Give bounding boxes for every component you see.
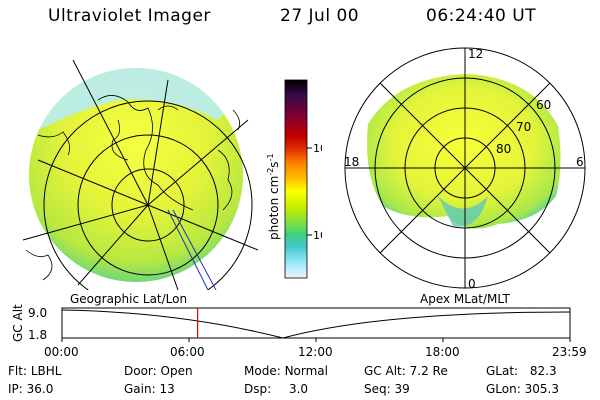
filter-info: Flt: LBHL [8, 364, 62, 378]
mlat-grid [344, 47, 586, 289]
timeline-ytick-top: 9.0 [28, 306, 47, 320]
dsp-value: 3.0 [288, 382, 309, 396]
coastlines [25, 95, 241, 281]
mode-value: Normal [284, 364, 328, 378]
altitude-timeline: GC Alt 9.0 1.8 00:00 06:00 12:00 18:00 2… [11, 304, 587, 359]
timeline-xtick-1800: 18:00 [425, 345, 460, 359]
aurora-image-disk [29, 68, 243, 282]
magnetic-polar-plot: 12 18 6 0 60 70 80 [344, 47, 586, 290]
timeline-xtick-0000: 00:00 [44, 345, 79, 359]
mlat-label-70: 70 [516, 120, 531, 134]
instrument-title: Ultraviolet Imager [48, 6, 211, 26]
glon-info: GLon: 305.3 [486, 382, 559, 396]
lat-lon-grid [22, 59, 259, 290]
ip-info: IP: 36.0 [8, 382, 54, 396]
seq-info: Seq: 39 [364, 382, 410, 396]
mode-info: Mode: Normal [244, 364, 328, 378]
colorbar-tick-10: 10 [313, 229, 322, 242]
right-panel-caption: Apex MLat/MLT [420, 292, 510, 306]
door-info: Door: Open [124, 364, 193, 378]
timeline-xtick-2359: 23:59 [552, 345, 587, 359]
time-label: 06:24:40 UT [426, 6, 537, 26]
timeline-ylabel: GC Alt [11, 304, 25, 342]
colorbar-gradient [284, 79, 308, 279]
timeline-frame [61, 307, 571, 339]
mlt-label-6: 6 [576, 155, 584, 169]
mlt-label-18: 18 [344, 155, 359, 169]
dsp-info: Dsp: 3.0 [244, 382, 309, 396]
left-panel-caption: Geographic Lat/Lon [70, 292, 188, 306]
colorbar: 100 10 photon cm-2s-1 [266, 79, 322, 279]
gain-info: Gain: 13 [124, 382, 175, 396]
mlat-label-80: 80 [496, 142, 511, 156]
mlt-label-0: 0 [468, 277, 476, 290]
cusp-region [438, 196, 488, 227]
glat-info: GLat: 82.3 [486, 364, 557, 378]
colorbar-tick-100: 100 [313, 142, 322, 155]
seq-value: 39 [394, 382, 410, 396]
mlt-label-12: 12 [468, 47, 483, 61]
gain-value: 13 [159, 382, 175, 396]
glat-value: 82.3 [529, 364, 557, 378]
mlat-label-60: 60 [536, 98, 551, 112]
altitude-curve [61, 309, 571, 339]
aurora-oval [367, 74, 561, 229]
timeline-xtick-0600: 06:00 [170, 345, 205, 359]
date-label: 27 Jul 00 [280, 6, 360, 26]
filter-value: LBHL [30, 364, 62, 378]
timeline-ytick-bottom: 1.8 [28, 328, 47, 342]
timeline-xtick-1200: 12:00 [298, 345, 333, 359]
terminator-lines [167, 209, 217, 290]
colorbar-unit-label: photon cm-2s-1 [266, 153, 281, 240]
gc-alt-info: GC Alt: 7.2 Re [364, 364, 448, 378]
gc-alt-value: 7.2 Re [409, 364, 448, 378]
glon-value: 305.3 [524, 382, 559, 396]
geographic-map [22, 59, 259, 290]
ip-value: 36.0 [26, 382, 54, 396]
door-value: Open [160, 364, 193, 378]
